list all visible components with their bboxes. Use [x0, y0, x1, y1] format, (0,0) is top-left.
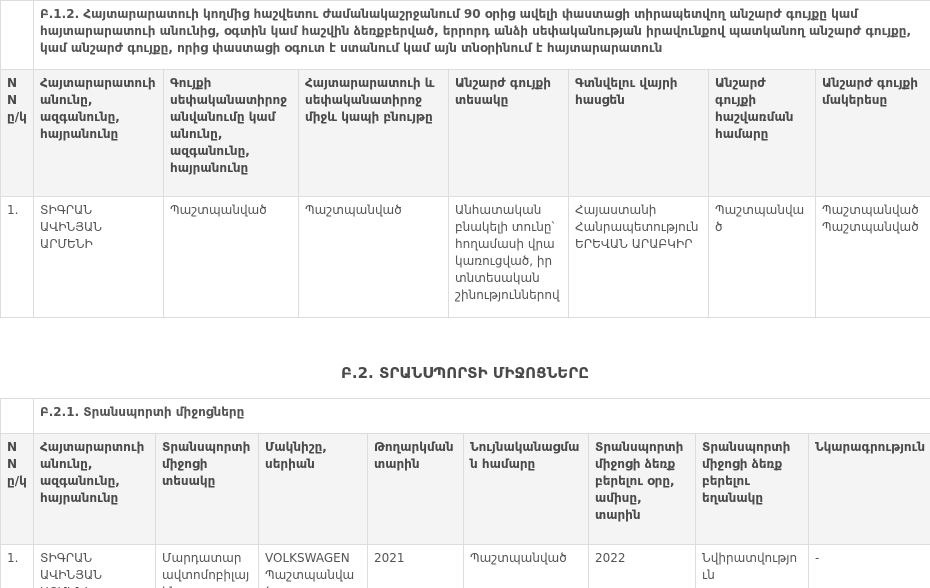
table-row: 1. ՏԻԳՐԱՆ ԱՎԻՆՅԱՆ ԱՐՄԵՆԻ Պաշտպանված Պաշտ…: [0, 196, 930, 318]
column-header-relation-type: Հայտարարատուի և սեփականատիրոջ միջև կապի …: [298, 69, 449, 197]
cell-description: -: [807, 544, 930, 588]
column-header-property-area: Անշարժ գույքի մակերեսը: [814, 69, 930, 197]
cell-identification-number: Պաշտպանված: [463, 544, 589, 588]
cell-property-area: Պաշտպանված Պաշտպանված: [814, 196, 930, 318]
table-b12-caption-row: Բ.1.2. Հայտարարատուի կողմից հաշվետու ժամ…: [0, 0, 930, 70]
column-header-make-series: Մակնիշը, սերիան: [258, 433, 368, 545]
empty-corner-cell: [0, 398, 34, 434]
section-b2-title: Բ.2. ՏՐԱՆՍՊՈՐՏԻ ՄԻՋՈՑՆԵՐԸ: [340, 364, 590, 382]
column-header-acquisition-date: Տրանսպորտի միջոցի ձեռք բերելու օրը, ամիս…: [588, 433, 696, 545]
cell-owner-name: Պաշտպանված: [163, 196, 299, 318]
table-row: 1. ՏԻԳՐԱՆ ԱՎԻՆՅԱՆ ԱՐՄԵՆԻ Մարդատար ավտոմո…: [0, 544, 930, 588]
real-estate-table: Բ.1.2. Հայտարարատուի կողմից հաշվետու ժամ…: [0, 0, 930, 318]
column-header-declarant-name: Հայտարարատուի անունը, ազգանունը, հայրանո…: [33, 69, 164, 197]
column-header-registration-number: Անշարժ գույքի հաշվառման համարը: [708, 69, 816, 197]
cell-registration-number: Պաշտպանված: [708, 196, 816, 318]
column-header-description: Նկարագրություն: [807, 433, 930, 545]
column-header-declarant-name: Հայտարարտուի անունը, ազգանունը, հայրանու…: [33, 433, 156, 545]
column-header-release-year: Թողարկման տարին: [367, 433, 464, 545]
cell-property-type: Անհատական բնակելի տունը՝ հողամասի վրա կա…: [448, 196, 569, 318]
column-header-nn: NN ը/կ: [0, 433, 34, 545]
column-header-location-address: Գտնվելու վայրի հասցեն: [568, 69, 709, 197]
cell-declarant-name: ՏԻԳՐԱՆ ԱՎԻՆՅԱՆ ԱՐՄԵՆԻ: [33, 544, 156, 588]
empty-corner-cell: [0, 0, 34, 70]
table-b21-header-row: NN ը/կ Հայտարարտուի անունը, ազգանունը, հ…: [0, 433, 930, 545]
cell-location-address: Հայաստանի Հանրապետություն ԵՐԵՎԱՆ ԱՐԱԲԿԻՐ: [568, 196, 709, 318]
table-b21-caption: Բ.2.1. Տրանսպորտի միջոցները: [32, 398, 930, 434]
cell-vehicle-type: Մարդատար ավտոմոբիլային տրանսպորտի միջոց: [155, 544, 259, 588]
table-b12-header-row: NN ը/կ Հայտարարատուի անունը, ազգանունը, …: [0, 69, 930, 197]
column-header-property-type: Անշարժ գույքի տեսակը: [448, 69, 569, 197]
table-b12-caption: Բ.1.2. Հայտարարատուի կողմից հաշվետու ժամ…: [32, 0, 930, 70]
column-header-acquisition-method: Տրանսպորտի միջոցի ձեռք բերելու եղանակը: [695, 433, 809, 545]
column-header-nn: NN ը/կ: [0, 69, 34, 197]
column-header-vehicle-type: Տրանսպորտի միջոցի տեսակը: [155, 433, 259, 545]
cell-acquisition-date: 2022: [588, 544, 696, 588]
cell-row-number: 1.: [0, 196, 34, 318]
cell-acquisition-method: Նվիրատվություն: [695, 544, 809, 588]
cell-row-number: 1.: [0, 544, 34, 588]
column-header-identification-number: Նույնականացման համարը: [463, 433, 589, 545]
column-header-owner-name: Գույքի սեփականատիրոջ անվանումը կամ անուն…: [163, 69, 299, 197]
cell-make-series: VOLKSWAGEN Պաշտպանված: [258, 544, 368, 588]
cell-declarant-name: ՏԻԳՐԱՆ ԱՎԻՆՅԱՆ ԱՐՄԵՆԻ: [33, 196, 164, 318]
cell-relation-type: Պաշտպանված: [298, 196, 449, 318]
table-b21-caption-row: Բ.2.1. Տրանսպորտի միջոցները: [0, 398, 930, 434]
vehicles-table: Բ.2.1. Տրանսպորտի միջոցները NN ը/կ Հայտա…: [0, 398, 930, 588]
cell-release-year: 2021: [367, 544, 464, 588]
